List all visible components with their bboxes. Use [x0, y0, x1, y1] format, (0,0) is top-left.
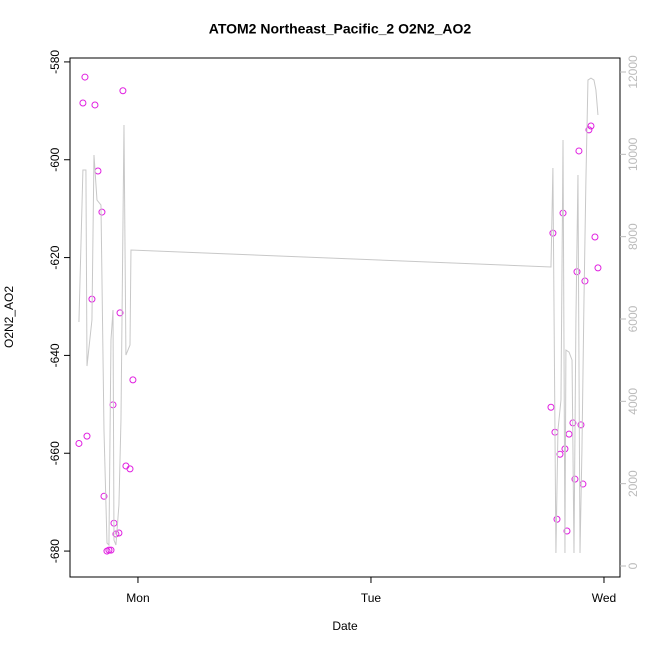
point	[100, 492, 108, 500]
y2-tick-label: 4000	[626, 388, 640, 415]
point	[105, 546, 113, 554]
point	[115, 529, 123, 537]
y-tick-label: -640	[48, 343, 62, 367]
point	[91, 101, 99, 109]
y-tick-label: -680	[48, 539, 62, 563]
x-tick-label: Wed	[592, 591, 616, 605]
y2-tick-label: 2000	[626, 470, 640, 497]
point	[581, 277, 589, 285]
point	[585, 126, 593, 134]
y2-tick-label: 12000	[626, 55, 640, 89]
point	[126, 465, 134, 473]
line	[78, 77, 599, 554]
point	[112, 530, 120, 538]
point	[577, 421, 585, 429]
y2-tick-label: 8000	[626, 223, 640, 250]
y2-tick-label: 6000	[626, 305, 640, 332]
y-tick-label: -660	[48, 441, 62, 465]
y-tick-label: -580	[48, 50, 62, 74]
plot-frame	[69, 57, 621, 578]
y-tick-label: -620	[48, 245, 62, 269]
point	[565, 430, 573, 438]
point	[563, 527, 571, 535]
x-tick-label: Tue	[361, 591, 382, 605]
point	[594, 264, 602, 272]
point	[81, 73, 89, 81]
chart-title: ATOM2 Northeast_Pacific_2 O2N2_AO2	[209, 21, 472, 37]
x-tick-label: Mon	[126, 591, 149, 605]
point	[556, 450, 564, 458]
point	[79, 99, 87, 107]
point	[75, 439, 83, 447]
point	[107, 546, 115, 554]
point	[575, 147, 583, 155]
point	[591, 233, 599, 241]
point	[587, 122, 595, 130]
point	[98, 208, 106, 216]
y2-tick-label: 0	[626, 562, 640, 569]
point	[83, 432, 91, 440]
x-axis-label: Date	[332, 619, 358, 633]
y2-tick-label: 10000	[626, 137, 640, 171]
point	[129, 376, 137, 384]
y-axis-label: O2N2_AO2	[2, 286, 16, 348]
point	[547, 403, 555, 411]
point	[116, 309, 124, 317]
y-tick-label: -600	[48, 147, 62, 171]
point	[119, 87, 127, 95]
